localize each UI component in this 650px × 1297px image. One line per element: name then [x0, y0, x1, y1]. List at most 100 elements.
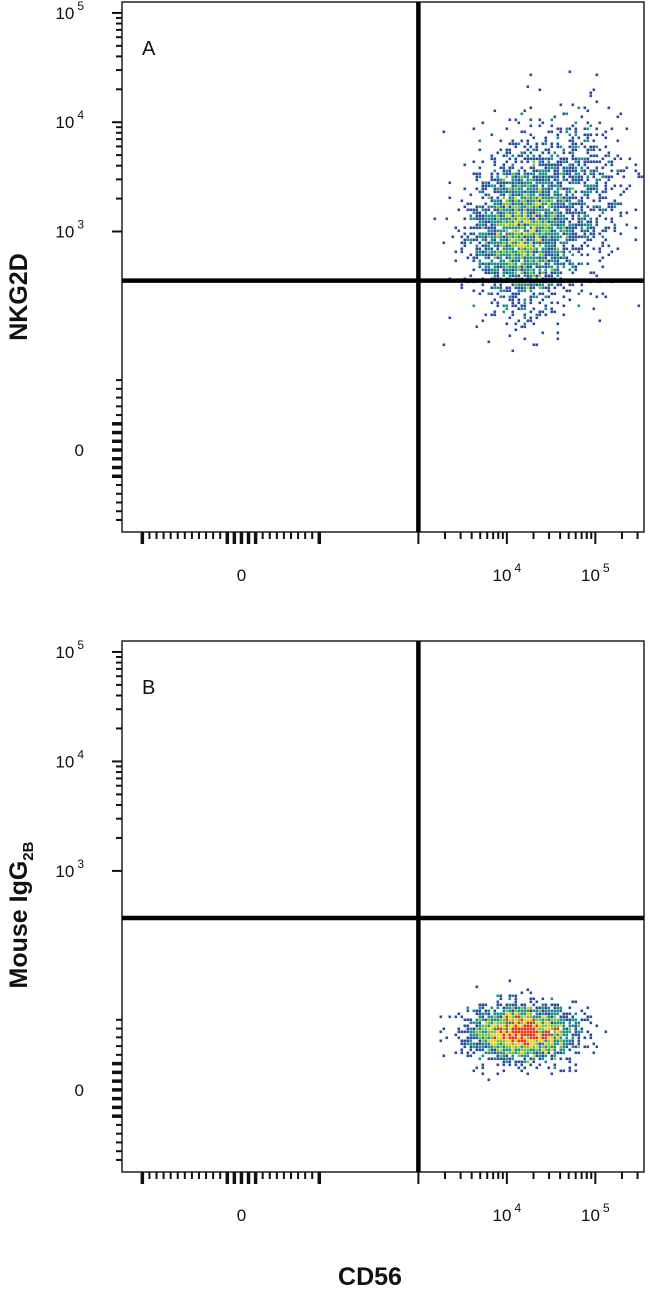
event-dot [556, 262, 560, 266]
event-dot [511, 1024, 515, 1028]
event-dot [526, 1054, 530, 1058]
event-dot [550, 307, 554, 311]
event-dot [541, 187, 545, 191]
event-dot [541, 232, 545, 236]
event-dot [541, 271, 545, 275]
event-dot [559, 217, 563, 221]
event-dot [526, 1015, 530, 1019]
event-dot [508, 226, 512, 230]
event-dot [544, 1036, 548, 1040]
event-dot [559, 196, 563, 200]
event-dot [538, 262, 542, 266]
event-dot [595, 127, 599, 131]
event-dot [535, 265, 539, 269]
event-dot [526, 1033, 530, 1037]
event-dot [520, 1063, 524, 1067]
event-dot [526, 259, 530, 263]
event-dot [574, 268, 578, 272]
event-dot [595, 220, 599, 224]
event-dot [469, 208, 473, 212]
event-dot [493, 253, 497, 257]
event-dot [571, 151, 575, 155]
event-dot [568, 211, 572, 215]
event-dot [568, 1024, 572, 1028]
event-dot [547, 283, 551, 287]
event-dot [574, 1000, 578, 1004]
event-dot [463, 187, 467, 191]
event-dot [514, 1009, 518, 1013]
event-dot [565, 259, 569, 263]
event-dot [550, 292, 554, 296]
event-dot [529, 250, 533, 254]
event-dot [562, 1024, 566, 1028]
event-dot [448, 1015, 452, 1019]
event-dot [502, 250, 506, 254]
event-dot [499, 1021, 503, 1025]
event-dot [493, 1030, 497, 1034]
event-dot [571, 1033, 575, 1037]
event-dot [490, 1015, 494, 1019]
event-dot [475, 1042, 479, 1046]
event-dot [538, 259, 542, 263]
event-dot [544, 265, 548, 269]
event-dot [511, 217, 515, 221]
event-dot [478, 172, 482, 176]
event-dot [562, 1048, 566, 1052]
event-dot [523, 1027, 527, 1031]
event-dot [514, 178, 518, 182]
event-dot [553, 1051, 557, 1055]
event-dot [484, 202, 488, 206]
event-dot [556, 232, 560, 236]
event-dot [574, 1051, 578, 1055]
event-dot [526, 190, 530, 194]
event-dot [505, 235, 509, 239]
event-dot [487, 1078, 491, 1082]
event-dot [472, 1042, 476, 1046]
event-dot [523, 205, 527, 209]
event-dot [562, 160, 566, 164]
event-dot [610, 163, 614, 167]
event-dot [544, 1033, 548, 1037]
event-dot [511, 199, 515, 203]
event-dot [508, 1036, 512, 1040]
event-dot [514, 994, 518, 998]
event-dot [550, 1015, 554, 1019]
event-dot [520, 193, 524, 197]
event-dot [514, 1006, 518, 1010]
event-dot [580, 247, 584, 251]
event-dot [529, 124, 533, 128]
event-dot [460, 247, 464, 251]
event-dot [556, 268, 560, 272]
event-dot [478, 175, 482, 179]
event-dot [475, 226, 479, 230]
event-dot [466, 1036, 470, 1040]
event-dot [490, 178, 494, 182]
event-dot [541, 247, 545, 251]
event-dot [466, 202, 470, 206]
event-dot [505, 232, 509, 236]
event-dot [547, 184, 551, 188]
event-dot [463, 238, 467, 242]
event-dot [574, 160, 578, 164]
event-dot [472, 1045, 476, 1049]
event-dot [544, 208, 548, 212]
event-dot [583, 1045, 587, 1049]
event-dot [499, 1027, 503, 1031]
event-dot [478, 1033, 482, 1037]
event-dot [505, 223, 509, 227]
event-dot [589, 187, 593, 191]
event-dot [490, 238, 494, 242]
event-dot [532, 256, 536, 260]
event-dot [541, 229, 545, 233]
event-dot [535, 1018, 539, 1022]
event-dot [568, 145, 572, 149]
event-dot [472, 256, 476, 260]
event-dot [553, 250, 557, 254]
event-dot [607, 244, 611, 248]
event-dot [511, 205, 515, 209]
event-dot [493, 274, 497, 278]
event-dot [511, 295, 515, 299]
event-dot [559, 250, 563, 254]
event-dot [541, 235, 545, 239]
event-dot [568, 205, 572, 209]
